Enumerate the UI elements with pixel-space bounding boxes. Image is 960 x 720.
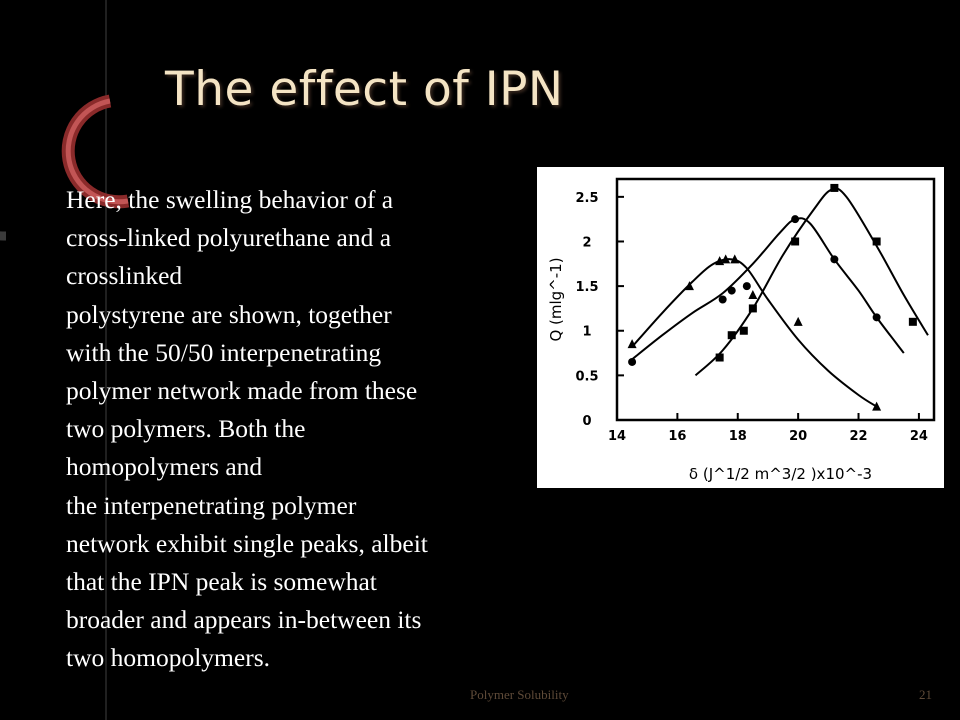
body-text-line: with the 50/50 interpenetrating [66, 337, 382, 367]
y-tick-label: 2 [582, 235, 591, 250]
square-data-point [908, 317, 917, 326]
body-text-line: broader and appears in-between its [66, 605, 422, 635]
chart-xlabel: δ (J^1/2 m^3/2 )x10^-3 [689, 465, 872, 483]
circle-data-point [830, 255, 839, 264]
circle-data-point [628, 357, 637, 366]
circle-series-curve [631, 217, 905, 361]
red-ring-highlight [65, 98, 129, 205]
circle-data-point [872, 313, 881, 322]
y-tick-label: 0 [582, 414, 591, 429]
triangle-data-point [872, 401, 882, 411]
chart-ylabel: Q (mlg^-1) [547, 257, 565, 341]
chart-frame [615, 177, 936, 422]
slide-title: The effect of IPN [165, 62, 564, 117]
square-data-point [715, 353, 724, 362]
body-text-line: two homopolymers. [66, 643, 270, 673]
triangle-data-point [793, 316, 803, 326]
body-text-line: cross-linked polyurethane and a [66, 223, 392, 253]
square-data-point [739, 326, 748, 335]
circle-data-point [791, 215, 800, 224]
body-text-line: crosslinked [66, 261, 183, 291]
square-data-point [748, 304, 757, 313]
grey-arc [0, 231, 7, 241]
triangle-data-point [627, 339, 637, 349]
body-text-line: the interpenetrating polymer [66, 490, 357, 520]
triangle-data-point [684, 281, 694, 291]
x-tick-label: 22 [849, 429, 867, 444]
body-text-line: polystyrene are shown, together [66, 299, 392, 329]
triangle-data-point [748, 290, 758, 300]
triangle-data-point [730, 254, 740, 264]
circle-data-point [718, 295, 727, 304]
body-text-line: two polymers. Both the [66, 414, 306, 444]
triangle-series-curve [631, 258, 878, 408]
triangle-data-point [721, 254, 731, 264]
y-tick-label: 2.5 [575, 191, 598, 206]
y-tick-label: 1 [582, 325, 591, 340]
body-text-line: Here, the swelling behavior of a [66, 185, 394, 214]
x-tick-label: 18 [729, 429, 747, 444]
square-data-point [872, 237, 881, 246]
body-text-line: homopolymers and [66, 452, 263, 482]
body-text-line: that the IPN peak is somewhat [66, 567, 377, 597]
x-tick-label: 20 [789, 429, 807, 444]
swelling-chart: 0 0.5 1 1.5 2 2.5 14 16 18 20 22 24 Q (mlg^-1) δ (… [547, 177, 936, 483]
square-data-point [830, 183, 839, 192]
square-data-point [791, 237, 800, 246]
square-series-curve [694, 187, 929, 377]
x-tick-label: 24 [910, 429, 928, 444]
page-number: 21 [919, 687, 932, 702]
x-tick-label: 16 [668, 429, 686, 444]
square-data-point [727, 331, 736, 340]
swelling-chart-image: 0 0.5 1 1.5 2 2.5 14 16 18 20 22 24 Q (mlg^-1) δ (… [537, 167, 944, 488]
circle-data-point [727, 286, 736, 295]
body-text-line: polymer network made from these [66, 376, 418, 406]
body-text-line: network exhibit single peaks, albeit [66, 528, 428, 558]
y-tick-label: 1.5 [575, 280, 598, 295]
y-tick-label: 0.5 [575, 369, 598, 384]
body-paragraph: Here, the swelling behavior of a cross-li… [66, 181, 536, 678]
circle-data-point [742, 282, 751, 291]
footer-title: Polymer Solubility [470, 687, 569, 702]
x-tick-label: 14 [608, 429, 626, 444]
